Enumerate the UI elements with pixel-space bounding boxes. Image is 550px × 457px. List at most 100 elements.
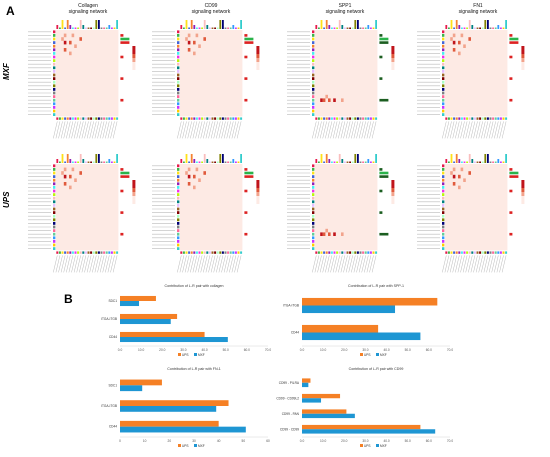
col-label-placeholder	[369, 255, 374, 273]
heatmap-cell	[69, 40, 72, 45]
top-bar	[59, 161, 61, 163]
row-color-tag	[312, 200, 315, 204]
top-bar	[471, 159, 474, 163]
top-bar	[219, 154, 222, 163]
top-bar	[466, 27, 468, 29]
top-bar	[64, 161, 66, 163]
category-label: CD99 - CD99	[280, 427, 299, 431]
row-color-tag	[312, 41, 315, 44]
side-bar	[509, 168, 513, 171]
row-color-tag	[442, 62, 445, 66]
top-bar	[341, 25, 344, 29]
row-color-tag	[177, 240, 180, 243]
heatmap-cell	[74, 178, 77, 182]
col-label-placeholder	[462, 121, 468, 139]
col-color-tag	[195, 251, 198, 254]
heatmap-cell	[69, 51, 72, 56]
legend-swatch	[521, 62, 525, 66]
top-bar	[484, 20, 487, 29]
col-label-placeholder	[325, 255, 330, 273]
col-label-placeholder	[460, 121, 465, 139]
top-bar	[461, 161, 463, 163]
top-bar	[95, 20, 98, 29]
col-color-tag	[227, 117, 230, 120]
category-label: CD44	[291, 331, 299, 335]
row-color-tag	[177, 204, 180, 207]
top-bar	[85, 161, 87, 163]
side-bar	[120, 37, 130, 41]
col-color-tag	[182, 251, 185, 254]
legend-swatch	[256, 66, 260, 70]
row-color-tag	[312, 207, 315, 211]
col-color-tag	[182, 117, 185, 120]
top-bar	[505, 154, 507, 163]
top-bar	[237, 161, 240, 163]
side-bar	[379, 232, 389, 236]
title-line-1: FN1	[473, 3, 483, 9]
col-color-tag	[108, 251, 111, 254]
row-color-tag	[53, 55, 56, 59]
col-label-placeholder	[314, 255, 320, 273]
col-color-tag	[188, 251, 191, 254]
col-label-placeholder	[203, 255, 208, 273]
row-color-tag	[177, 55, 180, 59]
heatmap-background	[445, 30, 508, 117]
side-bar	[509, 98, 513, 102]
top-bar	[357, 154, 359, 163]
col-label-placeholder	[229, 121, 234, 139]
legend-label: MXF	[198, 444, 205, 448]
side-bar	[244, 171, 254, 175]
col-label-placeholder	[79, 121, 84, 139]
col-label-placeholder	[488, 255, 494, 273]
top-bar	[375, 154, 377, 163]
top-bar	[359, 161, 362, 163]
top-bar	[502, 27, 505, 29]
row-color-tag	[177, 113, 180, 116]
legend-swatch	[256, 200, 260, 204]
legend-swatch-mxf	[194, 444, 197, 447]
top-bar	[479, 161, 481, 163]
col-color-tag	[95, 251, 98, 254]
legend-swatch	[521, 188, 525, 192]
legend-swatch-ups	[360, 444, 363, 447]
row-color-tag	[442, 211, 445, 214]
col-color-tag	[466, 251, 469, 254]
col-label-placeholder	[86, 255, 92, 273]
heatmap-cell	[71, 33, 75, 38]
col-color-tag	[214, 117, 217, 120]
row-color-tag	[312, 95, 315, 98]
col-color-tag	[77, 117, 80, 120]
row-color-tag	[53, 102, 56, 106]
col-label-placeholder	[325, 121, 330, 139]
row-color-tag	[442, 236, 445, 240]
col-color-tag	[193, 117, 196, 120]
row-color-tag	[442, 182, 445, 186]
row-color-tag	[53, 84, 56, 88]
col-color-tag	[211, 251, 214, 254]
row-color-tag	[53, 66, 56, 70]
col-label-placeholder	[182, 121, 187, 139]
col-color-tag	[69, 117, 72, 120]
side-bar	[509, 37, 519, 41]
col-label-placeholder	[99, 255, 105, 273]
top-bar	[344, 27, 346, 29]
col-color-tag	[315, 117, 318, 120]
col-color-tag	[97, 117, 100, 120]
col-label-placeholder	[481, 121, 486, 139]
side-bar	[379, 168, 383, 171]
row-color-tag	[177, 193, 180, 196]
row-color-tag	[53, 243, 56, 247]
col-color-tag	[64, 251, 67, 254]
row-color-tag	[442, 171, 445, 175]
row-color-tag	[53, 182, 56, 186]
col-label-placeholder	[491, 255, 496, 273]
col-label-placeholder	[475, 255, 481, 273]
top-bar	[72, 27, 74, 29]
col-label-placeholder	[66, 121, 71, 139]
col-color-tag	[110, 251, 113, 254]
bar-ups	[302, 378, 311, 383]
col-color-tag	[237, 117, 240, 120]
col-label-placeholder	[330, 121, 335, 139]
top-bar	[338, 20, 341, 29]
top-bar	[448, 161, 450, 163]
